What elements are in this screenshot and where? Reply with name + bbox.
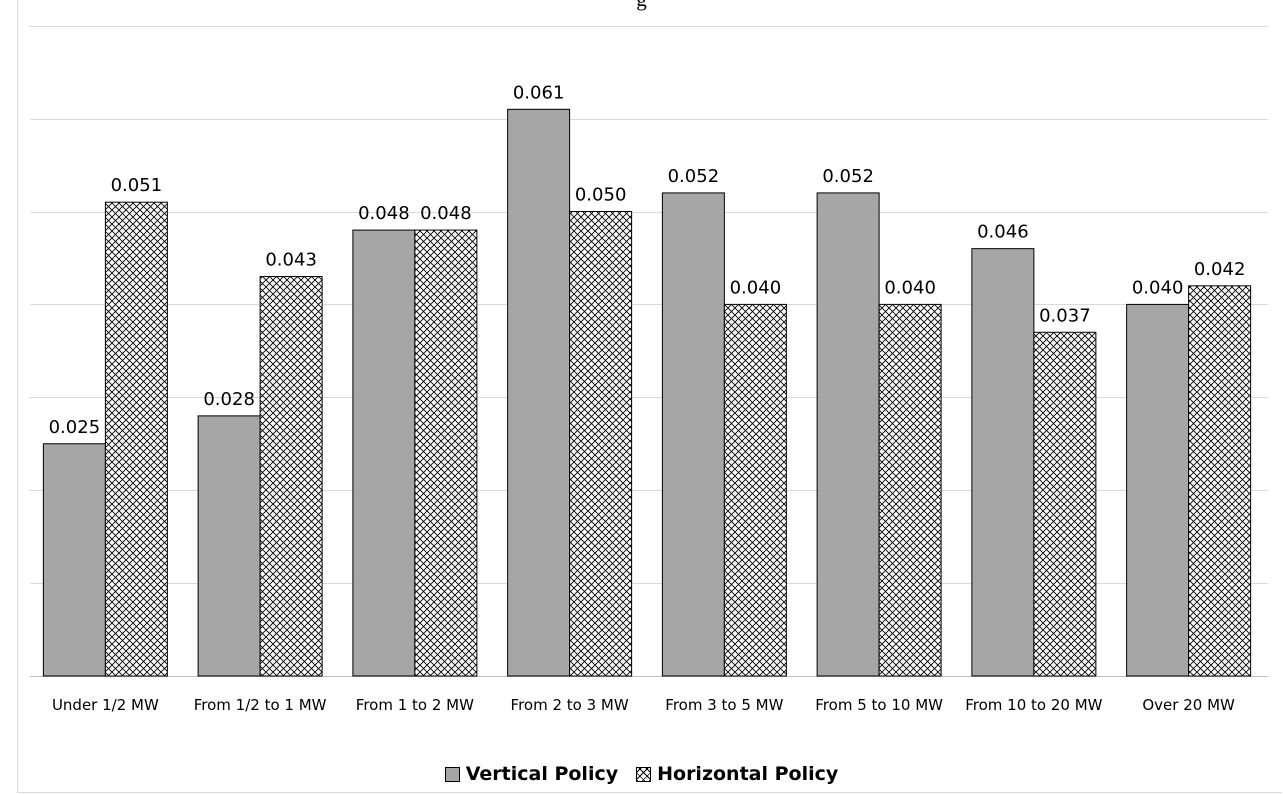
data-label-horizontal: 0.040	[884, 277, 936, 298]
bar-vertical	[352, 229, 416, 677]
bar-vertical	[507, 108, 571, 677]
legend-item-vertical: Vertical Policy	[444, 763, 619, 785]
x-tick-label: Under 1/2 MW	[52, 696, 159, 714]
x-tick-label: From 3 to 5 MW	[665, 696, 783, 714]
data-label-horizontal: 0.042	[1194, 259, 1246, 280]
x-tick-label: From 10 to 20 MW	[965, 696, 1102, 714]
bar-vertical	[42, 443, 106, 677]
bar-vertical	[971, 248, 1035, 677]
bar-horizontal	[1188, 285, 1252, 677]
bars	[42, 108, 1252, 677]
data-label-horizontal: 0.040	[730, 277, 782, 298]
x-tick-label: From 2 to 3 MW	[511, 696, 629, 714]
data-label-vertical: 0.028	[203, 389, 255, 410]
bar-horizontal	[104, 201, 168, 677]
chart-frame	[17, 0, 1282, 793]
bar-horizontal	[1033, 331, 1097, 677]
bar-horizontal	[878, 303, 942, 677]
x-tick-label: From 5 to 10 MW	[815, 696, 943, 714]
data-label-vertical: 0.052	[822, 166, 874, 187]
legend: Vertical Policy Horizontal Policy	[0, 759, 1283, 789]
chart-title: g	[0, 0, 1283, 17]
x-tick-label: Over 20 MW	[1142, 696, 1235, 714]
data-label-vertical: 0.040	[1132, 277, 1184, 298]
legend-item-horizontal: Horizontal Policy	[636, 763, 838, 785]
data-label-vertical: 0.061	[513, 82, 565, 103]
legend-swatch-horizontal	[636, 766, 652, 782]
data-label-vertical: 0.025	[49, 417, 101, 438]
bar-vertical	[1126, 303, 1190, 677]
legend-swatch-vertical	[444, 766, 460, 782]
data-label-horizontal: 0.050	[575, 185, 627, 206]
bar-vertical	[816, 192, 880, 677]
data-label-horizontal: 0.048	[420, 203, 472, 224]
x-tick-labels: Under 1/2 MW From 1/2 to 1 MW From 1 to 2 …	[52, 696, 1235, 714]
data-label-horizontal: 0.051	[111, 175, 163, 196]
data-label-horizontal: 0.037	[1039, 305, 1091, 326]
bar-horizontal	[414, 229, 478, 677]
bar-horizontal	[259, 276, 323, 677]
bar-horizontal	[569, 211, 633, 677]
legend-label-horizontal: Horizontal Policy	[657, 763, 839, 785]
data-label-vertical: 0.048	[358, 203, 410, 224]
legend-label-vertical: Vertical Policy	[465, 763, 619, 785]
data-labels: 0.025 0.051 0.028 0.043 0.048 0.048 0.061 0.050…	[49, 82, 1246, 437]
bar-vertical	[661, 192, 725, 677]
x-tick-label: From 1/2 to 1 MW	[194, 696, 327, 714]
bar-horizontal	[723, 303, 787, 677]
data-label-horizontal: 0.043	[265, 250, 317, 271]
data-label-vertical: 0.046	[977, 222, 1029, 243]
bar-vertical	[197, 415, 261, 677]
data-label-vertical: 0.052	[668, 166, 720, 187]
x-tick-label: From 1 to 2 MW	[356, 696, 474, 714]
